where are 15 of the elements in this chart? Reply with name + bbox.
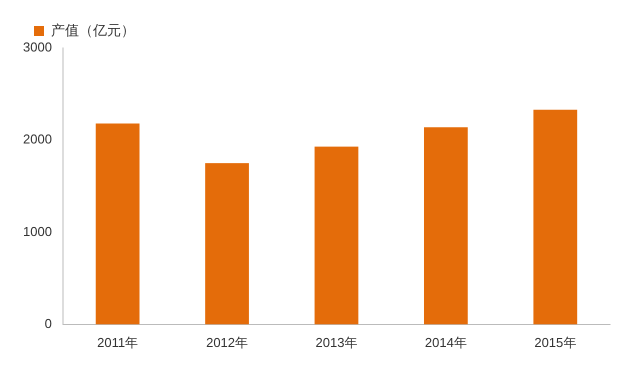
bar	[205, 163, 249, 324]
y-tick-label: 3000	[23, 40, 52, 55]
bar	[96, 124, 140, 324]
y-tick-label: 0	[44, 316, 52, 331]
bar	[533, 110, 578, 324]
x-tick-label: 2013年	[316, 334, 358, 350]
x-tick-label: 2011年	[97, 334, 138, 350]
bar	[424, 127, 468, 324]
y-tick-label: 1000	[23, 224, 52, 239]
legend-label: 产值（亿元）	[51, 22, 135, 38]
bar	[314, 146, 358, 324]
y-tick-label: 2000	[23, 132, 52, 147]
x-tick-label: 2014年	[424, 334, 467, 350]
x-tick-label: 2012年	[206, 334, 248, 350]
x-tick-label: 2015年	[534, 334, 576, 350]
